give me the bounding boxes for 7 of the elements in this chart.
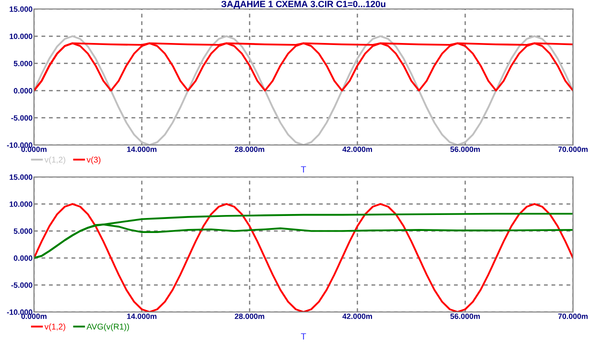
x-axis-title: T: [300, 166, 306, 173]
chart-title: ЗАДАНИЕ 1 СХЕМА 3.CIR C1=0...120u: [221, 0, 386, 9]
legend-label: v(1,2): [44, 156, 66, 164]
legend-label: v(1,2): [44, 323, 66, 332]
legend-label: v(3): [86, 156, 100, 164]
legend-label: AVG(v(R1)): [86, 323, 129, 332]
x-axis-title: T: [300, 333, 306, 340]
